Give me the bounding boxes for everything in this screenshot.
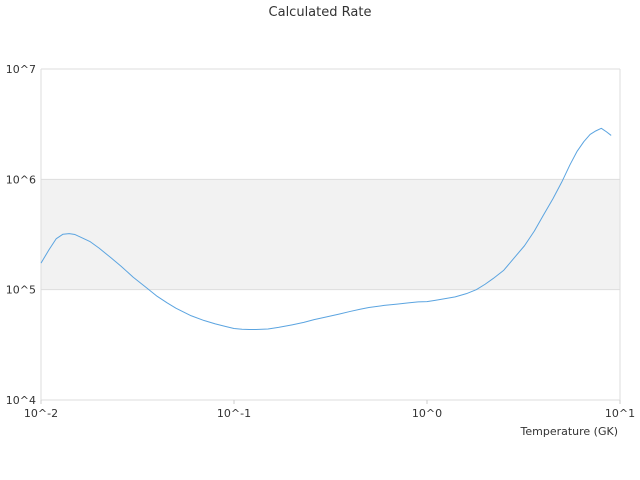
- y-tick-label-2: 10^6: [6, 173, 36, 186]
- x-tick-label-0: 10^-2: [24, 407, 58, 420]
- x-tick-label-2: 10^0: [412, 407, 442, 420]
- x-axis-title: Temperature (GK): [520, 425, 619, 438]
- series-line-0: [40, 127, 612, 331]
- x-tick-label-3: 10^1: [605, 407, 635, 420]
- y-tick-label-0: 10^4: [6, 394, 36, 407]
- plot-area: 10^4 10^5 10^6 10^7 10^-2 10^-1 10^0 10^1: [6, 63, 635, 420]
- y-tick-label-3: 10^7: [6, 63, 36, 76]
- y-tick-label-1: 10^5: [6, 284, 36, 297]
- x-tick-label-1: 10^-1: [217, 407, 251, 420]
- chart-title: Calculated Rate: [269, 5, 372, 20]
- y-band-0: [41, 179, 620, 290]
